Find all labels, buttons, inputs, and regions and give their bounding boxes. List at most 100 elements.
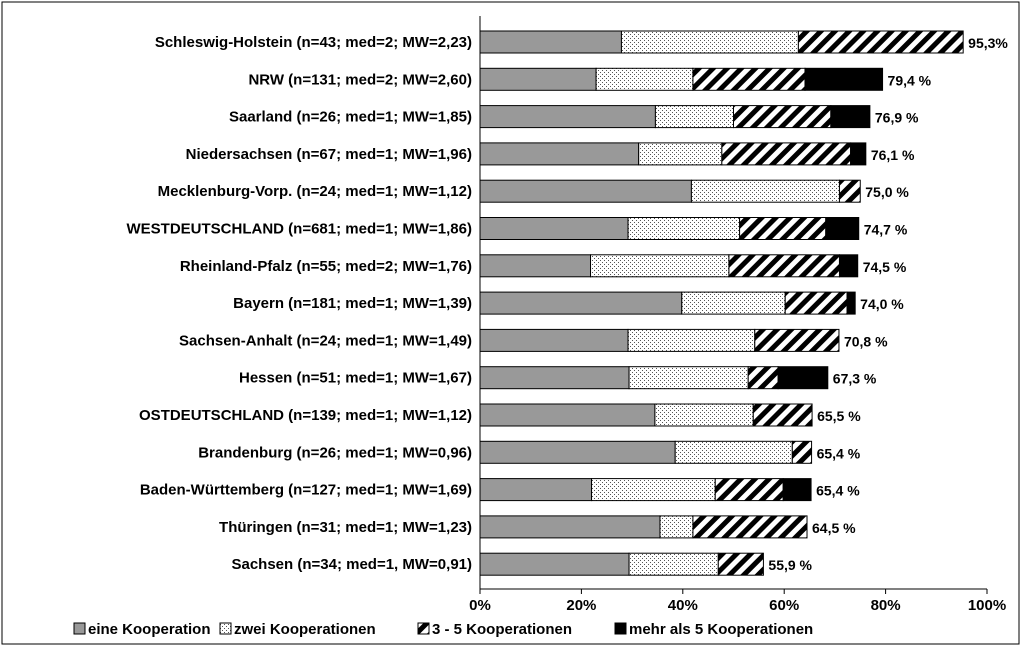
category-label: Sachsen-Anhalt (n=24; med=1; MW=1,49) [179,332,472,349]
segment-drei-fuenf [721,142,852,166]
segment-zwei [595,67,694,91]
total-label: 64,5 % [812,520,856,536]
segment-drei-fuenf [838,179,861,203]
legend-swatch [219,622,232,635]
segment-mehr-fuenf [838,254,859,278]
segment-eine [479,328,629,352]
segment-zwei [628,366,749,390]
category-label: Schleswig-Holstein (n=43; med=2; MW=2,23… [155,34,472,51]
total-label: 95,3% [968,35,1008,51]
x-axis: 0% 20% 40% 60% 80% 100% [469,16,1006,614]
segment-eine [479,440,676,464]
total-label: 74,5 % [863,259,907,275]
segment-zwei [654,105,734,129]
segment-drei-fuenf [752,403,813,427]
legend-label: mehr als 5 Kooperationen [629,621,813,638]
total-label: 79,4 % [888,72,932,88]
category-label: Bayern (n=181; med=1; MW=1,39) [233,295,472,312]
segment-drei-fuenf [739,217,827,240]
segment-zwei [627,328,756,352]
segment-drei-fuenf [733,105,832,129]
segment-drei-fuenf [692,67,806,91]
category-label: Sachsen (n=34; med=1, MW=0,91) [231,556,472,573]
segment-zwei [690,179,840,203]
total-label: 76,9 % [875,110,919,126]
category-label: Baden-Württemberg (n=127; med=1; MW=1,69… [140,482,472,499]
legend-item-eine: eine Kooperation [73,621,211,638]
segment-zwei [638,142,723,166]
segment-zwei [620,30,799,54]
segment-drei-fuenf [754,328,840,352]
x-tick-label: 80% [871,597,901,614]
segment-zwei [654,403,754,427]
segment-zwei [628,552,719,576]
legend-swatch [73,622,86,635]
segment-eine [479,217,629,240]
category-label: Niedersachsen (n=67; med=1; MW=1,96) [186,146,472,163]
legend-swatch [614,622,627,635]
segment-mehr-fuenf [846,291,856,315]
segment-drei-fuenf [692,515,808,539]
segment-drei-fuenf [728,254,840,278]
segment-eine [479,366,630,390]
x-tick-label: 0% [469,597,491,614]
total-label: 76,1 % [871,147,915,163]
total-labels: 95,3% 79,4 % 76,9 % 76,1 % 75,0 % 74,7 % 74,5 … [768,35,1008,573]
total-label: 74,0 % [860,296,904,312]
x-tick-label: 20% [566,597,596,614]
segment-drei-fuenf [797,30,964,54]
category-label: Thüringen (n=31; med=1; MW=1,23) [219,519,472,536]
segment-mehr-fuenf [777,366,829,390]
legend-item-mehr-fuenf: mehr als 5 Kooperationen [614,621,813,638]
segment-mehr-fuenf [850,142,867,166]
category-label: Saarland (n=26; med=1; MW=1,85) [229,109,472,126]
total-label: 75,0 % [865,184,909,200]
legend-item-zwei: zwei Kooperationen [219,621,376,638]
segment-eine [479,291,683,315]
x-tick-label: 40% [668,597,698,614]
total-label: 55,9 % [768,557,812,573]
category-label: Mecklenburg-Vorp. (n=24; med=1; MW=1,12) [158,183,472,200]
category-labels: Schleswig-Holstein (n=43; med=2; MW=2,23… [127,34,472,573]
segment-eine [479,254,592,278]
category-label: Brandenburg (n=26; med=1; MW=0,96) [198,444,472,461]
legend-label: zwei Kooperationen [234,621,376,638]
x-tick-label: 100% [968,597,1006,614]
segment-drei-fuenf [717,552,764,576]
category-label: WESTDEUTSCHLAND (n=681; med=1; MW=1,86) [127,221,472,238]
segment-mehr-fuenf [804,67,884,91]
category-label: OSTDEUTSCHLAND (n=139; med=1; MW=1,12) [139,407,472,424]
segment-drei-fuenf [747,366,779,390]
total-label: 65,4 % [816,483,860,499]
segment-eine [479,403,656,427]
segment-eine [479,105,656,129]
segment-zwei [674,440,793,464]
category-label: NRW (n=131; med=2; MW=2,60) [248,71,472,88]
segment-eine [479,552,630,576]
legend-label: 3 - 5 Kooperationen [432,621,572,638]
x-tick-label: 60% [769,597,799,614]
segment-eine [479,67,597,91]
segment-mehr-fuenf [782,478,812,502]
total-label: 67,3 % [833,371,877,387]
segment-eine [479,515,661,539]
segment-eine [479,179,692,203]
legend-swatch [417,622,430,635]
legend-label: eine Kooperation [88,621,211,638]
segment-mehr-fuenf [830,105,871,129]
segment-zwei [659,515,694,539]
segment-zwei [681,291,786,315]
segment-eine [479,30,622,54]
segment-eine [479,142,640,166]
legend: eine Kooperation zwei Kooperationen 3 - 5 … [73,621,813,638]
total-label: 65,5 % [817,408,861,424]
category-label: Rheinland-Pfalz (n=55; med=2; MW=1,76) [180,258,472,275]
segment-drei-fuenf [714,478,784,502]
segment-eine [479,478,593,502]
category-label: Hessen (n=51; med=1; MW=1,67) [239,370,472,387]
segment-zwei [591,478,716,502]
segment-zwei [590,254,730,278]
